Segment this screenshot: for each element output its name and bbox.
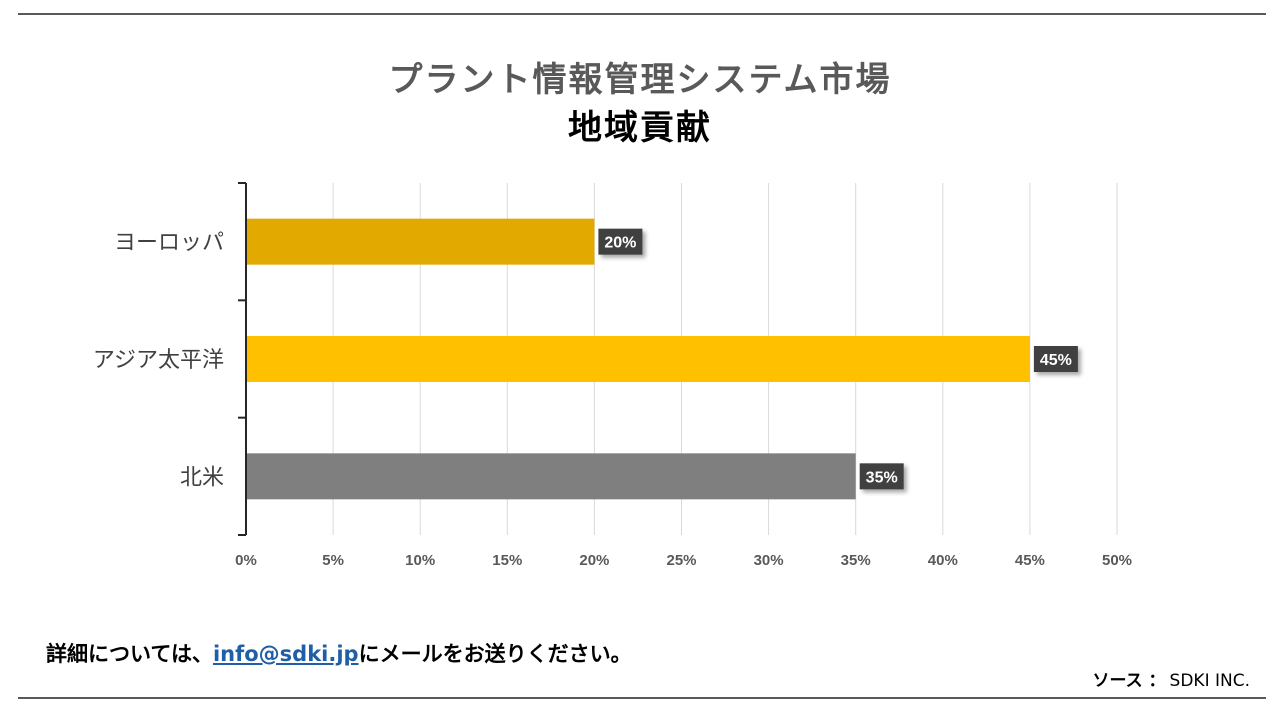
bottom-rule bbox=[18, 697, 1266, 699]
x-tick-label: 30% bbox=[754, 552, 784, 569]
x-tick-label: 35% bbox=[841, 552, 871, 569]
footer-suffix: にメールをお送りください。 bbox=[358, 642, 632, 666]
data-label-box bbox=[859, 463, 904, 490]
email-link[interactable]: info@sdki.jp bbox=[212, 642, 359, 666]
top-rule bbox=[18, 13, 1266, 15]
x-tick-label: 50% bbox=[1102, 552, 1132, 569]
data-label-box bbox=[598, 228, 643, 255]
x-tick-label: 25% bbox=[666, 552, 696, 569]
footer-note: 詳細については、info@sdki.jpにメールをお送りください。 bbox=[46, 638, 632, 668]
bar bbox=[247, 218, 595, 265]
x-tick-label: 10% bbox=[405, 552, 435, 569]
x-tick-label: 40% bbox=[928, 552, 958, 569]
data-label-box bbox=[1033, 346, 1078, 372]
source-value: SDKI INC. bbox=[1169, 671, 1250, 691]
data-label: 45% bbox=[1040, 352, 1072, 369]
category-label: 北米 bbox=[180, 465, 224, 490]
footer-prefix: 詳細については、 bbox=[46, 642, 213, 666]
x-tick-label: 45% bbox=[1015, 552, 1045, 569]
data-label: 20% bbox=[604, 235, 636, 252]
data-label: 35% bbox=[866, 469, 898, 486]
x-tick-label: 15% bbox=[492, 552, 522, 569]
category-label: ヨーロッパ bbox=[114, 231, 224, 256]
x-tick-label: 20% bbox=[579, 552, 609, 569]
bar bbox=[247, 336, 1030, 382]
bar bbox=[247, 453, 856, 500]
x-tick-label: 5% bbox=[322, 552, 344, 569]
source-label: ソース ： bbox=[1092, 671, 1166, 691]
source-credit: ソース ： SDKI INC. bbox=[1092, 666, 1250, 691]
x-tick-label: 0% bbox=[235, 552, 257, 569]
chart-subtitle: 地域貢献 bbox=[568, 108, 712, 148]
chart-title: プラント情報管理システム市場 bbox=[388, 60, 892, 100]
category-label: アジア太平洋 bbox=[93, 348, 224, 373]
